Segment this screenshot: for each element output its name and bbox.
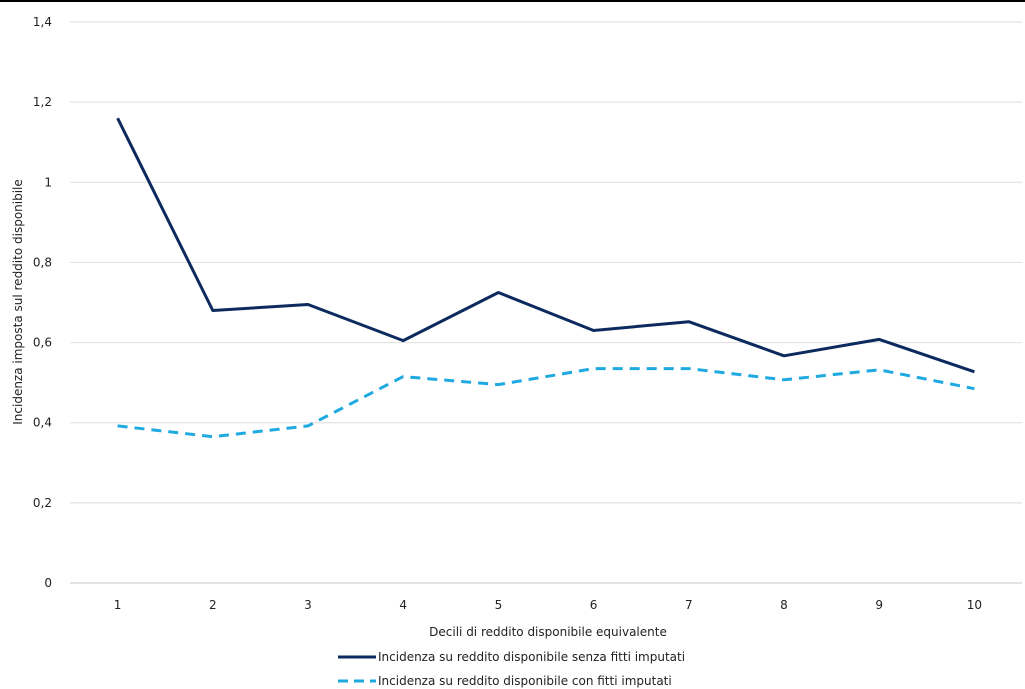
x-tick-label: 7 xyxy=(685,598,693,612)
legend-item-dashed: Incidenza su reddito disponibile con fit… xyxy=(338,674,672,688)
data-point-dashed xyxy=(496,383,500,387)
data-point-solid xyxy=(687,320,691,324)
data-point-dashed xyxy=(116,424,120,428)
data-point-dashed xyxy=(306,424,310,428)
series-lines xyxy=(116,116,976,439)
x-tick-label: 3 xyxy=(304,598,312,612)
y-tick-label: 1,2 xyxy=(33,95,52,109)
y-tick-label: 0 xyxy=(44,576,52,590)
y-tick-label: 1,4 xyxy=(33,15,52,29)
x-tick-label: 2 xyxy=(209,598,217,612)
data-point-solid xyxy=(306,303,310,307)
x-tick-label: 10 xyxy=(967,598,982,612)
data-point-solid xyxy=(877,337,881,341)
y-tick-label: 1 xyxy=(44,175,52,189)
gridlines xyxy=(70,21,1022,584)
y-tick-label: 0,6 xyxy=(33,336,52,350)
top-border xyxy=(0,0,1025,2)
data-point-dashed xyxy=(401,375,405,379)
x-tick-label: 5 xyxy=(495,598,503,612)
data-point-solid xyxy=(496,290,500,294)
data-point-dashed xyxy=(972,387,976,391)
y-tick-label: 0,4 xyxy=(33,416,52,430)
y-tick-label: 0,2 xyxy=(33,496,52,510)
legend-label-dashed: Incidenza su reddito disponibile con fit… xyxy=(378,674,672,688)
data-point-solid xyxy=(211,309,215,313)
y-axis-ticks: 0 0,2 0,4 0,6 0,8 1 1,2 1,4 xyxy=(33,15,52,590)
data-point-dashed xyxy=(877,368,881,372)
x-axis-title: Decili di reddito disponibile equivalent… xyxy=(429,625,667,639)
data-point-solid xyxy=(782,354,786,358)
data-point-solid xyxy=(116,116,120,120)
data-point-dashed xyxy=(211,435,215,439)
legend-label-solid: Incidenza su reddito disponibile senza f… xyxy=(378,650,685,664)
x-tick-label: 9 xyxy=(875,598,883,612)
x-axis-ticks: 1 2 3 4 5 6 7 8 9 10 xyxy=(114,598,982,612)
data-point-dashed xyxy=(592,367,596,371)
data-point-solid xyxy=(401,339,405,343)
data-point-solid xyxy=(592,329,596,333)
y-tick-label: 0,8 xyxy=(33,255,52,269)
x-tick-label: 4 xyxy=(399,598,407,612)
legend-item-solid: Incidenza su reddito disponibile senza f… xyxy=(338,650,685,664)
series-line-solid xyxy=(116,117,975,374)
y-axis-title: Incidenza imposta sul reddito disponibil… xyxy=(11,179,25,425)
data-point-solid xyxy=(972,370,976,374)
data-point-dashed xyxy=(782,378,786,382)
data-point-dashed xyxy=(687,367,691,371)
legend: Incidenza su reddito disponibile senza f… xyxy=(338,650,685,688)
x-tick-label: 1 xyxy=(114,598,122,612)
x-tick-label: 8 xyxy=(780,598,788,612)
series-line-dashed xyxy=(117,367,975,439)
x-tick-label: 6 xyxy=(590,598,598,612)
